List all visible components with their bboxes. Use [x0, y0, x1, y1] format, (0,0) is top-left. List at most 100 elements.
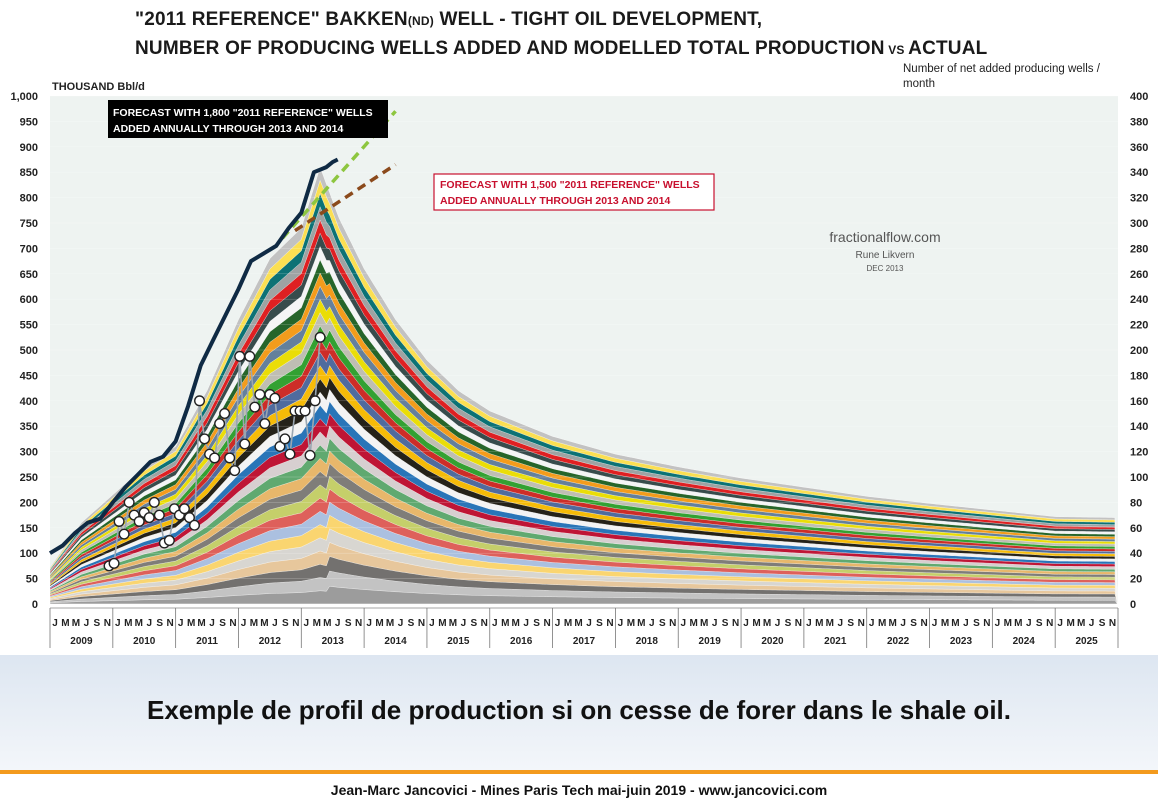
left-axis-tick-label: 500: [20, 345, 38, 357]
right-axis-tick-label: 340: [1130, 167, 1148, 179]
x-axis-month-label: J: [209, 618, 215, 629]
x-axis-month-label: N: [229, 618, 236, 629]
x-axis-month-label: S: [973, 618, 980, 629]
right-axis-tick-label: 20: [1130, 574, 1142, 586]
right-axis-tick-label: 80: [1130, 497, 1142, 509]
wells-added-point: [299, 405, 311, 417]
left-axis-tick-label: 900: [20, 142, 38, 154]
wells-added-point: [123, 496, 135, 508]
right-axis-tick-label: 380: [1130, 116, 1148, 128]
x-axis-month-label: J: [241, 618, 247, 629]
x-axis-month-label: M: [187, 618, 195, 629]
x-axis-month-label: M: [627, 618, 635, 629]
left-axis: 0 50 100 150 200 250 300 350 400 450 500 550 600 650 7…: [10, 91, 38, 611]
wells-added-point: [219, 408, 231, 420]
wells-added-point: [279, 433, 291, 445]
x-axis-year-label: 2022: [887, 636, 910, 647]
chart-title-line-2: NUMBER OF PRODUCING WELLS ADDED AND MODE…: [135, 38, 988, 59]
right-axis-tick-label: 360: [1130, 142, 1148, 154]
x-axis-month-label: M: [815, 618, 823, 629]
left-axis-tick-label: 450: [20, 370, 38, 382]
wells-added-point: [163, 535, 175, 547]
x-axis-month-label: M: [574, 618, 582, 629]
left-axis-tick-label: 850: [20, 167, 38, 179]
x-axis-month-label: J: [523, 618, 529, 629]
x-axis-month-label: M: [752, 618, 760, 629]
x-axis-month-label: J: [555, 618, 561, 629]
left-axis-tick-label: 700: [20, 243, 38, 255]
wells-added-point: [199, 433, 211, 445]
wells-added-point: [118, 528, 130, 540]
x-axis-month-label: S: [910, 618, 917, 629]
x-axis-month-label: S: [847, 618, 854, 629]
x-axis-month-label: M: [1014, 618, 1022, 629]
right-axis-tick-label: 40: [1130, 548, 1142, 560]
x-axis-month-label: N: [920, 618, 927, 629]
wells-added-point: [249, 401, 261, 413]
wells-added-point: [214, 418, 226, 430]
x-axis-year-label: 2025: [1075, 636, 1098, 647]
x-axis-month-label: N: [606, 618, 613, 629]
watermark-date: DEC 2013: [867, 264, 904, 273]
x-axis-month-label: J: [398, 618, 404, 629]
x-axis-month-label: M: [501, 618, 509, 629]
x-axis-year-label: 2019: [699, 636, 722, 647]
right-axis-label-line-2: month: [903, 78, 935, 90]
left-axis-tick-label: 100: [20, 548, 38, 560]
x-axis-month-label: J: [335, 618, 341, 629]
x-axis-month-label: J: [84, 618, 90, 629]
x-axis-month-label: M: [878, 618, 886, 629]
watermark-author: Rune Likvern: [856, 250, 915, 261]
x-axis-month-label: N: [481, 618, 488, 629]
x-axis-month-label: J: [1026, 618, 1032, 629]
x-axis-month-label: J: [680, 618, 686, 629]
caption-band: [0, 655, 1158, 770]
x-axis-month-label: J: [115, 618, 121, 629]
wells-added-point: [133, 515, 145, 527]
x-axis-month-label: J: [429, 618, 435, 629]
right-axis-tick-label: 60: [1130, 523, 1142, 535]
right-axis-tick-label: 220: [1130, 320, 1148, 332]
chart-title-line-1: "2011 REFERENCE" BAKKEN(ND) WELL - TIGHT…: [135, 9, 763, 30]
chart-title: "2011 REFERENCE" BAKKEN(ND) WELL - TIGHT…: [135, 6, 987, 64]
left-axis-tick-label: 600: [20, 294, 38, 306]
wells-added-point: [314, 331, 326, 343]
x-axis-month-label: S: [282, 618, 289, 629]
x-axis-month-label: S: [156, 618, 163, 629]
slide-caption: Exemple de profil de production si on ce…: [146, 695, 1011, 725]
x-axis-month-label: M: [250, 618, 258, 629]
x-axis-month-label: J: [146, 618, 152, 629]
left-axis-tick-label: 200: [20, 497, 38, 509]
x-axis-month-label: J: [838, 618, 844, 629]
x-axis-month-label: M: [700, 618, 708, 629]
wells-added-point: [194, 395, 206, 407]
wells-added-point: [234, 350, 246, 362]
right-axis-tick-label: 160: [1130, 396, 1148, 408]
left-axis-tick-label: 550: [20, 320, 38, 332]
x-axis-month-label: S: [408, 618, 415, 629]
left-axis-tick-label: 400: [20, 396, 38, 408]
x-axis-month-label: M: [1066, 618, 1074, 629]
x-axis-month-label: J: [712, 618, 718, 629]
x-axis-month-label: J: [492, 618, 498, 629]
x-axis-month-label: N: [292, 618, 299, 629]
left-axis-tick-label: 150: [20, 523, 38, 535]
x-axis-month-label: S: [722, 618, 729, 629]
x-axis-year-label: 2024: [1013, 636, 1036, 647]
x-axis-month-label: J: [178, 618, 184, 629]
forecast-line: [294, 163, 397, 233]
x-axis-month-label: S: [596, 618, 603, 629]
x-axis-month-label: M: [260, 618, 268, 629]
x-axis-month-label: M: [323, 618, 331, 629]
x-axis-month-label: J: [586, 618, 592, 629]
left-axis-label: THOUSAND Bbl/d: [52, 81, 145, 93]
x-axis-month-label: S: [345, 618, 352, 629]
x-axis-month-label: J: [995, 618, 1001, 629]
wells-added-point: [229, 465, 241, 477]
x-axis-month-label: J: [806, 618, 812, 629]
wells-added-point: [284, 448, 296, 460]
left-axis-tick-label: 50: [26, 574, 38, 586]
wells-added-point: [304, 449, 316, 461]
right-axis-tick-label: 240: [1130, 294, 1148, 306]
right-axis: 0 20 40 60 80 100 120 140 160 180 200 220 240 260 280 3…: [1130, 91, 1148, 611]
